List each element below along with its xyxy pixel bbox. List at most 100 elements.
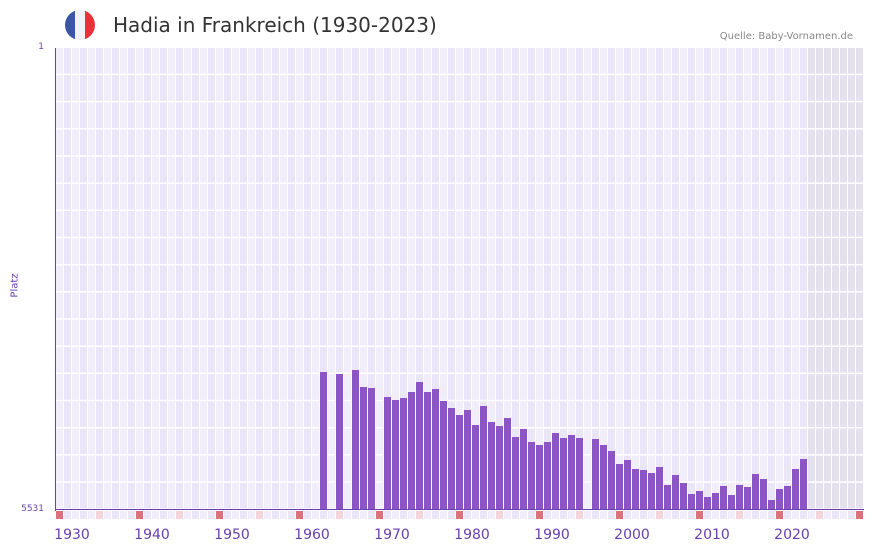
bar-2000: [616, 464, 623, 510]
year-cell: [480, 511, 487, 519]
year-cell: [272, 511, 279, 519]
year-cell: [552, 511, 559, 519]
half-decade-marker: [816, 511, 823, 519]
year-cell: [168, 511, 175, 519]
source-credit: Quelle: Baby-Vornamen.de: [719, 31, 853, 42]
bar-2016: [744, 487, 751, 510]
y-tick-top: 1: [38, 42, 44, 52]
bar-1994: [568, 435, 575, 510]
year-cell: [392, 511, 399, 519]
bar-1988: [520, 429, 527, 510]
year-cell: [192, 511, 199, 519]
x-tick-1970: 1970: [374, 527, 410, 543]
year-cell: [832, 511, 839, 519]
year-cell: [144, 511, 151, 519]
year-cell: [648, 511, 655, 519]
year-cell: [640, 511, 647, 519]
bar-1995: [576, 438, 583, 510]
year-cell: [360, 511, 367, 519]
year-cell: [744, 511, 751, 519]
chart-title: Hadia in Frankreich (1930-2023): [113, 13, 437, 37]
half-decade-marker: [336, 511, 343, 519]
year-cell: [320, 511, 327, 519]
year-cell: [464, 511, 471, 519]
flag-stripe-blue: [65, 10, 75, 40]
half-decade-marker: [656, 511, 663, 519]
half-decade-marker: [736, 511, 743, 519]
bar-1983: [480, 406, 487, 510]
year-cell: [64, 511, 71, 519]
bar-2007: [672, 475, 679, 510]
decade-marker: [216, 511, 223, 519]
year-cell: [312, 511, 319, 519]
flag-france-icon: [65, 10, 95, 40]
year-cell: [280, 511, 287, 519]
bar-1967: [352, 369, 359, 510]
bar-1987: [512, 437, 519, 510]
bar-1977: [432, 389, 439, 510]
year-cell: [248, 511, 255, 519]
x-tick-1960: 1960: [294, 527, 330, 543]
year-cell: [184, 511, 191, 519]
bar-1997: [592, 439, 599, 510]
bar-2017: [752, 474, 759, 510]
x-tick-1950: 1950: [214, 527, 250, 543]
year-cell: [584, 511, 591, 519]
year-cell: [664, 511, 671, 519]
year-cell: [88, 511, 95, 519]
bar-1993: [560, 438, 567, 510]
year-cell: [824, 511, 831, 519]
bar-2020: [776, 489, 783, 510]
bar-1974: [408, 392, 415, 510]
bar-2001: [624, 460, 631, 510]
year-cell: [424, 511, 431, 519]
year-cell: [104, 511, 111, 519]
year-cell: [264, 511, 271, 519]
bar-1980: [456, 415, 463, 510]
bar-1982: [472, 425, 479, 510]
year-cell: [328, 511, 335, 519]
x-axis-line: [55, 509, 864, 510]
bar-2009: [688, 494, 695, 510]
x-tick-2020: 2020: [774, 527, 810, 543]
bar-2010: [696, 491, 703, 510]
bar-2013: [720, 486, 727, 510]
bar-2011: [704, 497, 711, 510]
bar-2002: [632, 469, 639, 510]
year-cell: [592, 511, 599, 519]
bar-2006: [664, 485, 671, 510]
year-cell: [80, 511, 87, 519]
bar-1963: [320, 371, 327, 510]
year-cell: [688, 511, 695, 519]
bar-1968: [360, 387, 367, 510]
bar-1999: [608, 451, 615, 510]
bar-1989: [528, 442, 535, 510]
bar-1998: [600, 445, 607, 510]
year-cell: [808, 511, 815, 519]
year-cell: [472, 511, 479, 519]
bar-2023: [800, 459, 807, 510]
bar-2003: [640, 470, 647, 510]
year-cell: [760, 511, 767, 519]
year-cell: [840, 511, 847, 519]
decade-marker: [56, 511, 63, 519]
year-cell: [624, 511, 631, 519]
year-cell: [120, 511, 127, 519]
y-axis-label: Platz: [9, 273, 21, 298]
year-cell: [344, 511, 351, 519]
bar-1965: [336, 373, 343, 510]
year-cell: [200, 511, 207, 519]
year-cell: [608, 511, 615, 519]
year-cell: [520, 511, 527, 519]
year-cell: [440, 511, 447, 519]
decade-marker: [776, 511, 783, 519]
year-cell: [568, 511, 575, 519]
plot-area: [56, 48, 864, 510]
decade-marker: [456, 511, 463, 519]
half-decade-marker: [256, 511, 263, 519]
year-cell: [432, 511, 439, 519]
x-tick-2010: 2010: [694, 527, 730, 543]
year-cell: [752, 511, 759, 519]
year-cell: [304, 511, 311, 519]
year-cell: [384, 511, 391, 519]
